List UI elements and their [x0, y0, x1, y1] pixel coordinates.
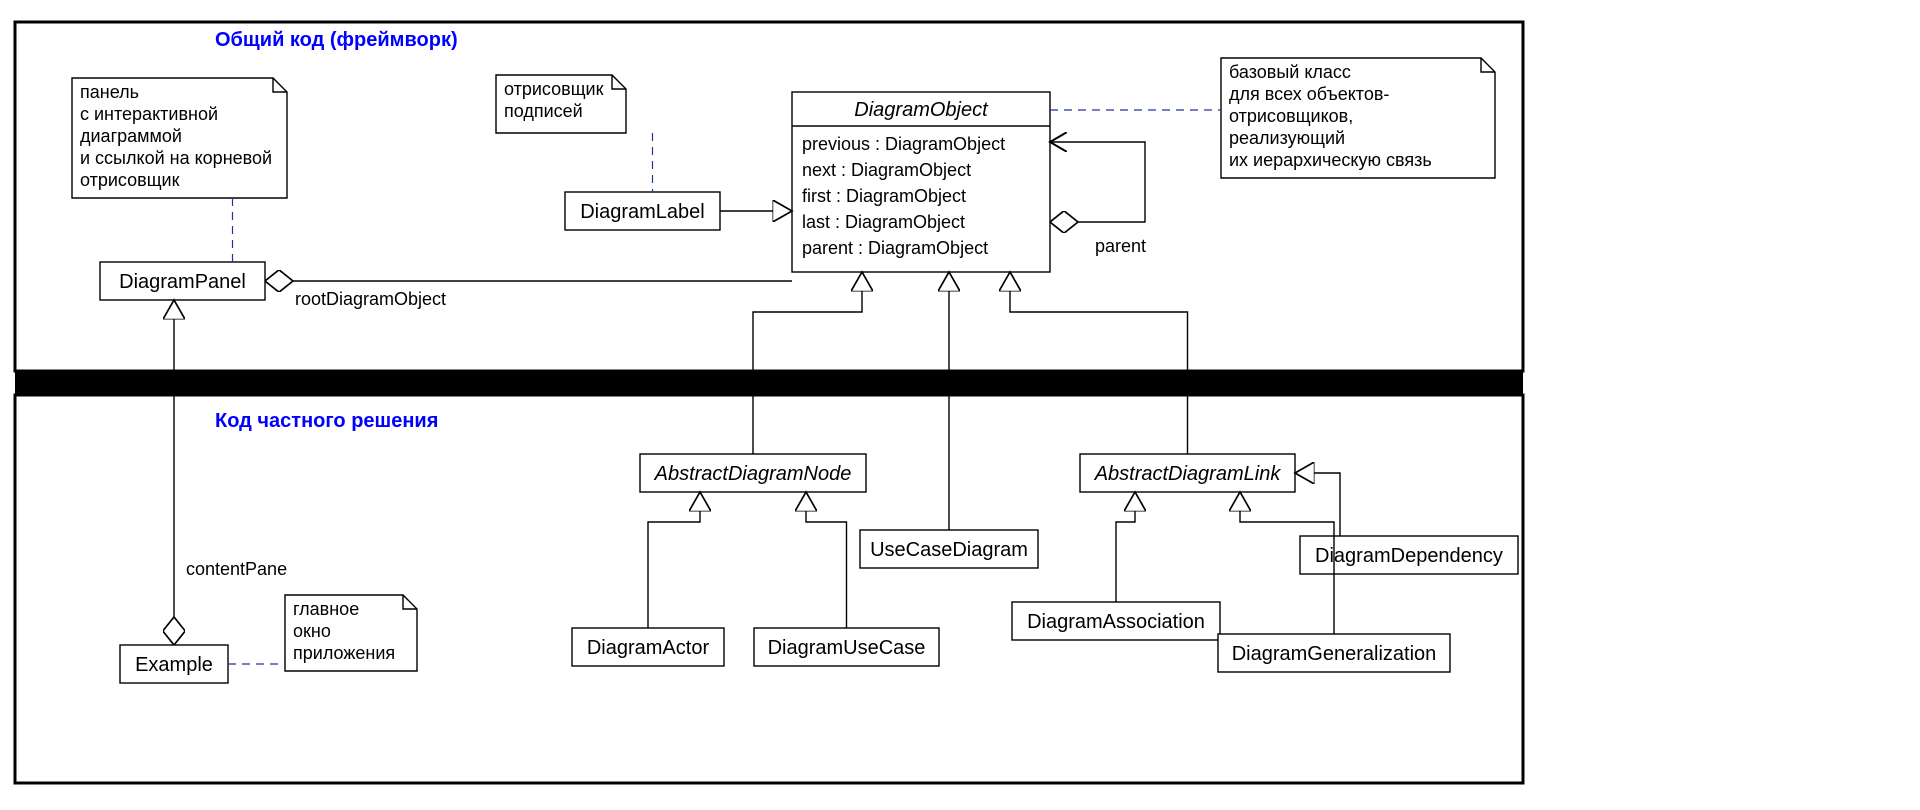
note-panel_note-line-4: отрисовщик [80, 170, 180, 190]
class-AbstractDiagramNode-name: AbstractDiagramNode [654, 463, 852, 485]
class-DiagramPanel-name: DiagramPanel [119, 271, 246, 293]
class-DiagramUseCase-name: DiagramUseCase [768, 637, 926, 659]
label-rootDiagramObject: rootDiagramObject [295, 289, 446, 309]
class-DiagramObject-name: DiagramObject [854, 99, 989, 121]
class-DiagramObject-attr-0: previous : DiagramObject [802, 134, 1005, 154]
note-object_note-line-0: базовый класс [1229, 62, 1351, 82]
class-DiagramObject-attr-4: parent : DiagramObject [802, 238, 988, 258]
label-contentPane: contentPane [186, 559, 287, 579]
note-example_note-line-1: окно [293, 621, 331, 641]
frame-bottom-title: Код частного решения [215, 410, 438, 432]
class-DiagramObject-attr-3: last : DiagramObject [802, 212, 965, 232]
gen-node [753, 272, 862, 454]
class-DiagramLabel-name: DiagramLabel [580, 201, 705, 223]
frame-bottom [15, 395, 1523, 783]
note-object_note-line-2: отрисовщиков, [1229, 106, 1353, 126]
note-object_note-line-3: реализующий [1229, 128, 1345, 148]
note-object_note-line-4: их иерархическую связь [1229, 150, 1432, 170]
frame-top-title: Общий код (фреймворк) [215, 29, 458, 51]
class-DiagramAssociation-name: DiagramAssociation [1027, 611, 1205, 633]
note-panel_note-line-1: с интерактивной [80, 104, 218, 124]
gen-actor [648, 492, 700, 628]
note-panel_note-line-3: и ссылкой на корневой [80, 148, 272, 168]
class-AbstractDiagramLink-name: AbstractDiagramLink [1094, 463, 1282, 485]
class-Example-name: Example [135, 654, 213, 676]
class-DiagramDependency-name: DiagramDependency [1315, 545, 1503, 567]
frame-separator [15, 371, 1523, 395]
gen-association [1116, 492, 1135, 602]
class-UseCaseDiagram-name: UseCaseDiagram [870, 539, 1028, 561]
label-parent: parent [1095, 236, 1146, 256]
note-object_note-line-1: для всех объектов- [1229, 84, 1389, 104]
note-example_note-line-2: приложения [293, 643, 395, 663]
gen-usecase [806, 492, 847, 628]
note-label_note-line-1: подписей [504, 101, 583, 121]
gen-dependency [1295, 473, 1340, 536]
note-panel_note-line-0: панель [80, 82, 139, 102]
class-DiagramGeneralization-name: DiagramGeneralization [1232, 643, 1437, 665]
class-DiagramObject-attr-2: first : DiagramObject [802, 186, 966, 206]
note-label_note-line-0: отрисовщик [504, 79, 604, 99]
note-example_note-line-0: главное [293, 599, 359, 619]
note-panel_note-line-2: диаграммой [80, 126, 182, 146]
class-DiagramObject-attr-1: next : DiagramObject [802, 160, 971, 180]
self-parent [1050, 142, 1145, 222]
gen-link [1010, 272, 1188, 454]
class-DiagramActor-name: DiagramActor [587, 637, 710, 659]
